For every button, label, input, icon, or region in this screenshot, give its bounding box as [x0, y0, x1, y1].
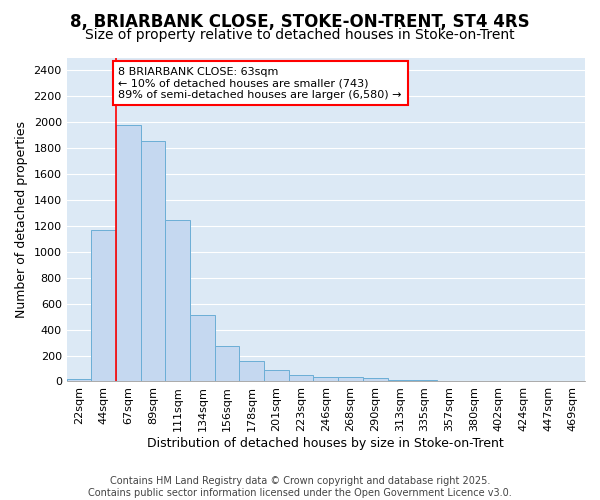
Bar: [388, 380, 412, 382]
Bar: [338, 378, 363, 382]
Bar: [116, 125, 141, 382]
Bar: [141, 141, 166, 382]
Text: Size of property relative to detached houses in Stoke-on-Trent: Size of property relative to detached ho…: [85, 28, 515, 42]
Bar: [461, 381, 486, 382]
Bar: [67, 378, 91, 382]
Bar: [190, 314, 215, 382]
Bar: [313, 377, 338, 382]
Bar: [239, 362, 264, 382]
Bar: [91, 230, 116, 382]
X-axis label: Distribution of detached houses by size in Stoke-on-Trent: Distribution of detached houses by size …: [148, 437, 504, 450]
Text: 8, BRIARBANK CLOSE, STOKE-ON-TRENT, ST4 4RS: 8, BRIARBANK CLOSE, STOKE-ON-TRENT, ST4 …: [70, 12, 530, 30]
Bar: [412, 380, 437, 382]
Bar: [289, 375, 313, 382]
Bar: [166, 220, 190, 382]
Bar: [437, 381, 461, 382]
Y-axis label: Number of detached properties: Number of detached properties: [15, 121, 28, 318]
Bar: [363, 378, 388, 382]
Bar: [215, 346, 239, 382]
Bar: [264, 370, 289, 382]
Text: 8 BRIARBANK CLOSE: 63sqm
← 10% of detached houses are smaller (743)
89% of semi-: 8 BRIARBANK CLOSE: 63sqm ← 10% of detach…: [119, 66, 402, 100]
Text: Contains HM Land Registry data © Crown copyright and database right 2025.
Contai: Contains HM Land Registry data © Crown c…: [88, 476, 512, 498]
